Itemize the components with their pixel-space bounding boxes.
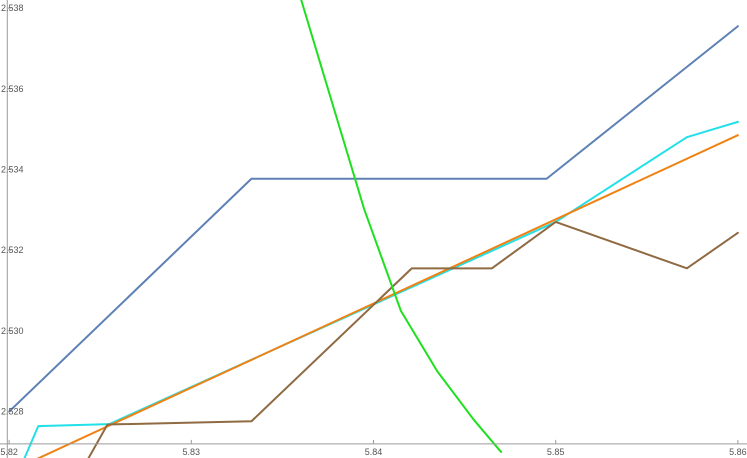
y-axis-ticks: 2.528 2.530 2.532 2.534 2.536 2.538: [1, 3, 24, 417]
y-tick-label: 2.528: [1, 407, 24, 417]
x-tick-label: 5.86: [729, 447, 747, 457]
series-line-1: [8, 25, 739, 413]
series-layer: [8, 0, 739, 458]
x-tick-label: 5.84: [365, 447, 383, 457]
x-tick-label: 5.85: [547, 447, 565, 457]
x-axis-ticks: 5.82 5.83 5.84 5.85 5.86: [0, 439, 747, 457]
y-tick-label: 2.530: [1, 326, 24, 336]
series-line-4: [87, 220, 739, 458]
series-line-3: [36, 134, 739, 458]
series-line-2: [23, 120, 739, 458]
x-tick-label: 5.82: [0, 447, 18, 457]
y-tick-label: 2.534: [1, 164, 24, 174]
x-tick-label: 5.83: [183, 447, 201, 457]
y-tick-label: 2.536: [1, 84, 24, 94]
y-tick-label: 2.532: [1, 245, 24, 255]
series-line-5: [300, 0, 503, 453]
y-tick-label: 2.538: [1, 3, 24, 13]
